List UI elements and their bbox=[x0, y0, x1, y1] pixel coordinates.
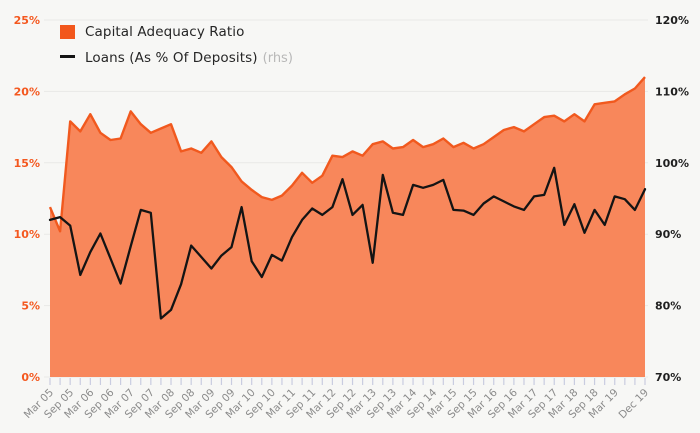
left-axis-tick-label: 20% bbox=[14, 85, 40, 98]
line-series-dash-icon bbox=[60, 54, 75, 58]
legend-label-capital-adequacy-ratio: Capital Adequacy Ratio bbox=[85, 24, 245, 40]
right-axis-tick-label: 80% bbox=[655, 300, 681, 313]
right-axis-tick-label: 100% bbox=[655, 157, 689, 170]
left-axis-tick-label: 10% bbox=[14, 228, 40, 241]
legend-label-loans: Loans (As % Of Deposits) bbox=[85, 49, 258, 66]
right-axis-tick-label: 70% bbox=[655, 371, 681, 384]
right-axis-tick-label: 120% bbox=[655, 14, 689, 27]
area-series-top-edge bbox=[48, 76, 646, 233]
left-axis-tick-label: 5% bbox=[21, 300, 40, 313]
legend-item-capital-adequacy-ratio: Capital Adequacy Ratio bbox=[60, 22, 293, 42]
area-series-swatch-icon bbox=[60, 25, 75, 39]
chart-legend: Capital Adequacy Ratio Loans (As % Of De… bbox=[60, 22, 293, 66]
legend-suffix-rhs: (rhs) bbox=[262, 50, 293, 66]
left-axis-tick-label: 25% bbox=[14, 14, 40, 27]
legend-item-loans: Loans (As % Of Deposits) (rhs) bbox=[60, 46, 293, 66]
right-axis-tick-label: 90% bbox=[655, 228, 681, 241]
line-series-loans bbox=[48, 166, 647, 320]
left-axis-tick-label: 0% bbox=[21, 371, 40, 384]
right-axis-tick-label: 110% bbox=[655, 85, 689, 98]
left-axis-tick-label: 15% bbox=[14, 157, 40, 170]
